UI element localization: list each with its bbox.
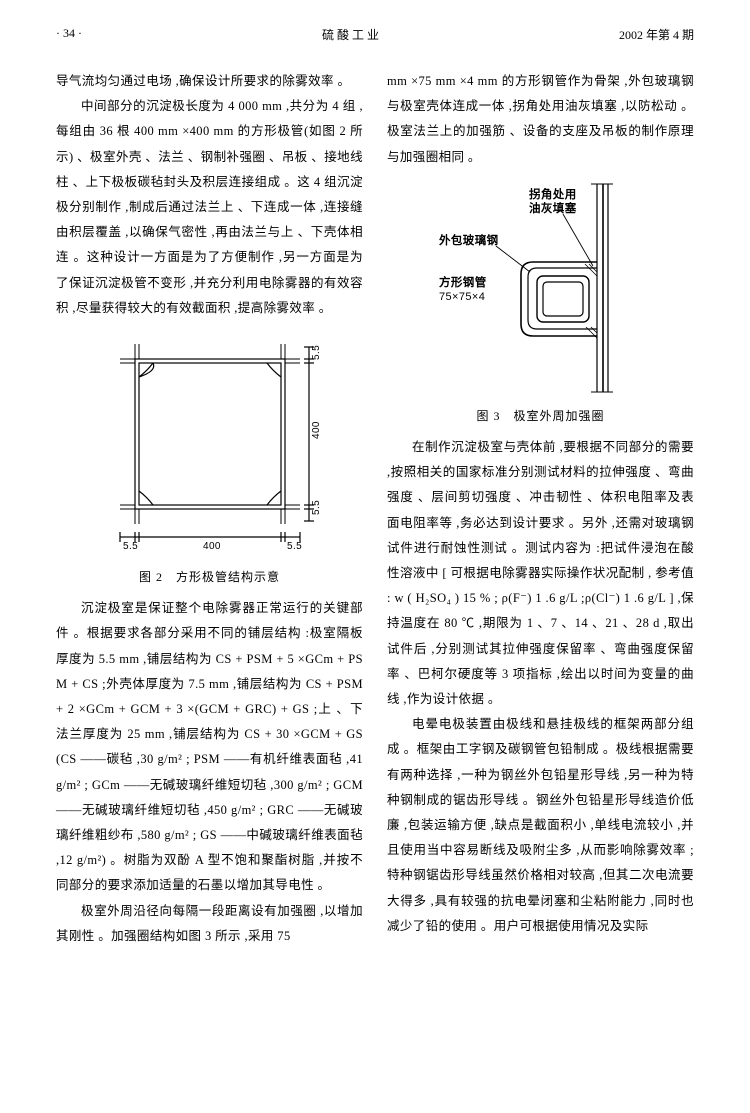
page-number: · 34 · <box>56 26 82 43</box>
fig2-caption: 图 2 方形极管结构示意 <box>56 561 363 596</box>
para: 在制作沉淀极室与壳体前 ,要根据不同部分的需要 ,按照相关的国家标准分别测试材料… <box>387 435 694 712</box>
figure-3: 拐角处用 油灰填塞 外包玻璃钢 方形钢管 75×75×4 <box>387 170 694 400</box>
dim-label: 5.5 <box>311 500 322 515</box>
fig3-svg: 拐角处用 油灰填塞 外包玻璃钢 方形钢管 75×75×4 <box>421 178 661 398</box>
page-header: · 34 · 硫 酸 工 业 2002 年第 4 期 <box>0 0 750 49</box>
para: mm ×75 mm ×4 mm 的方形钢管作为骨架 ,外包玻璃钢与极室壳体连成一… <box>387 69 694 170</box>
dim-label: 5.5 <box>311 345 322 360</box>
journal-title: 硫 酸 工 业 <box>322 26 379 43</box>
right-column: mm ×75 mm ×4 mm 的方形钢管作为骨架 ,外包玻璃钢与极室壳体连成一… <box>387 69 694 949</box>
dim-label: 5.5 <box>123 541 138 552</box>
fig3-label: 油灰填塞 <box>529 201 577 215</box>
para: 极室外周沿径向每隔一段距离设有加强圈 ,以增加其刚性 。加强圈结构如图 3 所示… <box>56 899 363 949</box>
figure-2: 400 5.5 5.5 400 5.5 5.5 <box>56 321 363 561</box>
fig3-label: 拐角处用 <box>529 187 577 201</box>
dim-label: 400 <box>203 541 221 552</box>
para: 沉淀极室是保证整个电除雾器正常运行的关键部件 。根据要求各部分采用不同的铺层结构… <box>56 596 363 898</box>
para: 导气流均匀通过电场 ,确保设计所要求的除雾效率 。 <box>56 69 363 94</box>
fig3-label: 75×75×4 <box>439 291 485 303</box>
fig3-caption: 图 3 极室外周加强圈 <box>387 400 694 435</box>
issue: 2002 年第 4 期 <box>619 26 694 43</box>
para: 电晕电极装置由极线和悬挂极线的框架两部分组成 。框架由工字钢及碳钢管包铅制成 。… <box>387 712 694 939</box>
dim-label: 400 <box>311 421 322 439</box>
fig3-label: 方形钢管 <box>439 275 487 289</box>
left-column: 导气流均匀通过电场 ,确保设计所要求的除雾效率 。 中间部分的沉淀极长度为 4 … <box>56 69 363 949</box>
dim-label: 5.5 <box>287 541 302 552</box>
fig2-svg: 400 5.5 5.5 400 5.5 5.5 <box>95 329 325 559</box>
fig3-label: 外包玻璃钢 <box>438 233 499 247</box>
content-area: 导气流均匀通过电场 ,确保设计所要求的除雾效率 。 中间部分的沉淀极长度为 4 … <box>0 49 750 949</box>
para: 中间部分的沉淀极长度为 4 000 mm ,共分为 4 组 ,每组由 36 根 … <box>56 94 363 321</box>
